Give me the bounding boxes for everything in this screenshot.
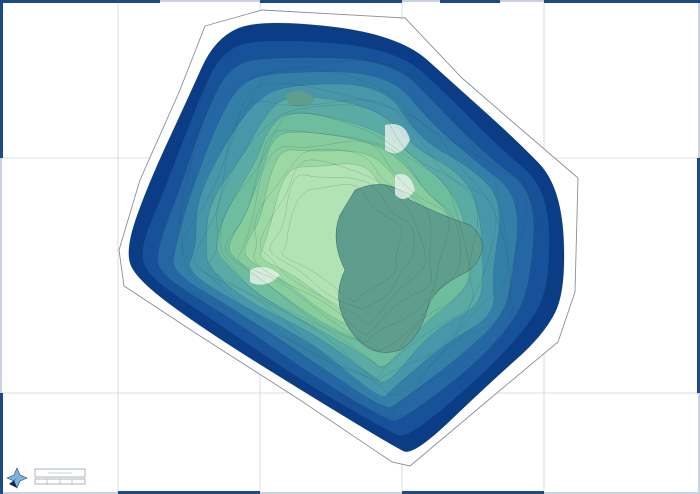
frame-segment	[0, 0, 118, 3]
contour-lines	[140, 34, 554, 441]
contour-line	[180, 66, 511, 410]
frame-segment	[100, 0, 160, 3]
contour-line	[260, 159, 426, 324]
contour-line	[237, 140, 450, 342]
contour-line	[219, 112, 470, 368]
contour-line	[281, 184, 403, 302]
frame-segment	[0, 0, 3, 158]
shoal-highlight	[385, 124, 410, 154]
frame-segment	[610, 0, 670, 3]
contour-line	[269, 174, 415, 309]
frame-segment	[0, 393, 3, 494]
shoal-highlight	[395, 174, 415, 199]
shoal-highlight	[250, 266, 280, 285]
contour-line	[194, 99, 497, 380]
scale-bar	[34, 468, 86, 485]
depth-layers	[118, 9, 579, 467]
contour-line	[181, 83, 508, 396]
basin	[335, 184, 483, 353]
north-arrow-icon	[6, 467, 28, 489]
frame-segment	[270, 0, 330, 3]
frame-segment	[697, 158, 700, 393]
contour-line	[225, 129, 461, 351]
frame-segment	[118, 491, 260, 494]
contour-line	[209, 104, 478, 378]
frame-segment	[260, 0, 402, 3]
contour-line	[149, 54, 543, 418]
basin	[285, 91, 315, 107]
contour-line	[253, 149, 432, 335]
contour-line	[140, 34, 554, 441]
frame-segment	[440, 0, 500, 3]
frame-segment	[402, 491, 544, 494]
contour-line	[164, 60, 527, 419]
